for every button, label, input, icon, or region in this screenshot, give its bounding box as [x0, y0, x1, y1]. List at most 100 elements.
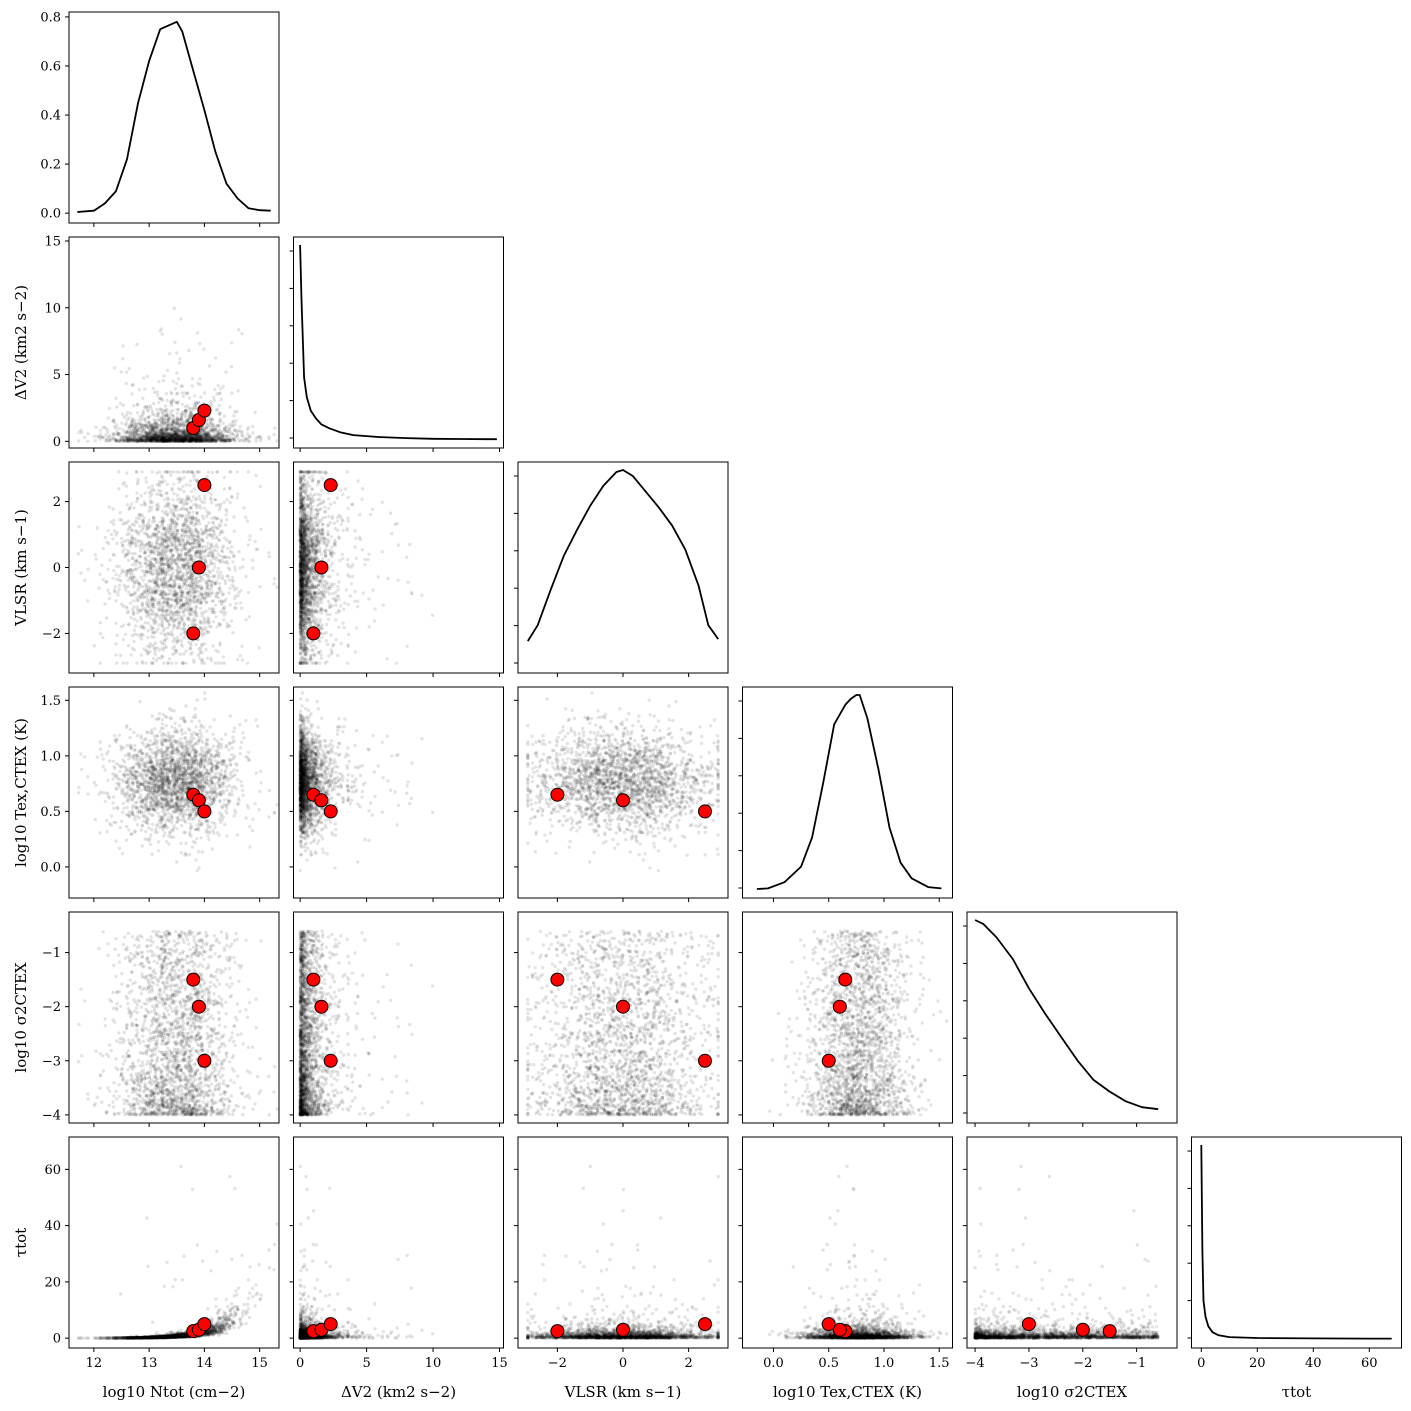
sample-point [141, 438, 145, 442]
sample-point [212, 427, 216, 432]
sample-point [167, 622, 171, 627]
sample-point [173, 439, 178, 443]
sample-point [218, 623, 223, 627]
sample-point [155, 427, 159, 432]
sample-point [209, 656, 213, 660]
sample-point [207, 436, 211, 441]
sample-point [140, 434, 145, 438]
sample-point [166, 422, 171, 427]
sample-point [207, 439, 212, 443]
sample-point [125, 503, 130, 507]
sample-point [215, 407, 220, 412]
sample-point [135, 439, 140, 443]
sample-point [165, 433, 169, 438]
sample-point [199, 438, 203, 443]
sample-point [145, 439, 149, 443]
sample-point [153, 426, 157, 431]
sample-point [194, 439, 199, 443]
sample-point [167, 579, 171, 583]
sample-point [188, 410, 192, 415]
sample-point [150, 487, 155, 491]
sample-point [197, 435, 201, 440]
sample-point [138, 615, 143, 619]
sample-point [137, 561, 142, 565]
sample-point [180, 644, 184, 648]
sample-point [214, 439, 218, 443]
sample-point [178, 438, 183, 443]
sample-point [138, 423, 143, 427]
sample-point [107, 596, 112, 601]
sample-point [166, 631, 170, 635]
sample-point [192, 438, 197, 442]
sample-point [227, 423, 232, 427]
sample-point [185, 501, 190, 505]
sample-point [203, 435, 207, 439]
sample-point [128, 425, 133, 429]
sample-point [244, 438, 248, 442]
sample-point [195, 511, 199, 515]
sample-point [197, 433, 202, 437]
sample-point [230, 575, 235, 580]
sample-point [149, 437, 153, 442]
sample-point [177, 605, 181, 610]
sample-point [326, 497, 331, 501]
sample-point [160, 439, 165, 443]
sample-point [140, 436, 145, 440]
sample-point [134, 438, 139, 443]
sample-point [158, 329, 162, 333]
sample-point [188, 612, 192, 616]
sample-point [176, 626, 180, 631]
sample-point [167, 433, 171, 437]
sample-point [197, 579, 201, 583]
sample-point [199, 439, 204, 443]
sample-point [137, 433, 141, 437]
sample-point [144, 582, 148, 586]
sample-point [226, 566, 231, 570]
sample-point [217, 576, 221, 580]
sample-point [149, 423, 153, 427]
sample-point [163, 433, 167, 437]
sample-point [162, 562, 166, 567]
sample-point [153, 557, 158, 561]
sample-point [113, 438, 117, 442]
sample-point [193, 517, 197, 521]
sample-point [148, 608, 153, 612]
sample-point [153, 432, 157, 437]
sample-point [190, 438, 194, 442]
sample-point [189, 438, 193, 442]
sample-point [236, 492, 240, 496]
sample-point [132, 617, 136, 621]
sample-point [217, 437, 222, 441]
y-tick-label: 2 [53, 495, 61, 510]
sample-point [195, 439, 199, 443]
sample-point [174, 432, 178, 437]
sample-point [180, 437, 184, 441]
sample-point [122, 439, 126, 443]
sample-point [161, 434, 165, 438]
sample-point [131, 431, 135, 435]
sample-point [152, 433, 157, 438]
sample-point [147, 420, 151, 424]
sample-point [141, 438, 145, 443]
sample-point [189, 438, 193, 442]
sample-point [172, 644, 177, 649]
sample-point [273, 577, 277, 581]
sample-point [172, 426, 176, 430]
sample-point [125, 413, 129, 417]
sample-point [201, 438, 205, 442]
sample-point [189, 499, 194, 503]
sample-point [140, 637, 144, 641]
sample-point [165, 438, 169, 443]
sample-point [222, 555, 226, 559]
sample-point [200, 434, 205, 439]
sample-point [169, 617, 173, 621]
sample-point [157, 439, 161, 443]
sample-point [137, 388, 141, 392]
sample-point [175, 351, 179, 355]
sample-point [179, 435, 183, 440]
sample-point [129, 411, 133, 416]
sample-point [165, 431, 169, 436]
sample-point [184, 438, 189, 442]
sample-point [149, 436, 154, 441]
